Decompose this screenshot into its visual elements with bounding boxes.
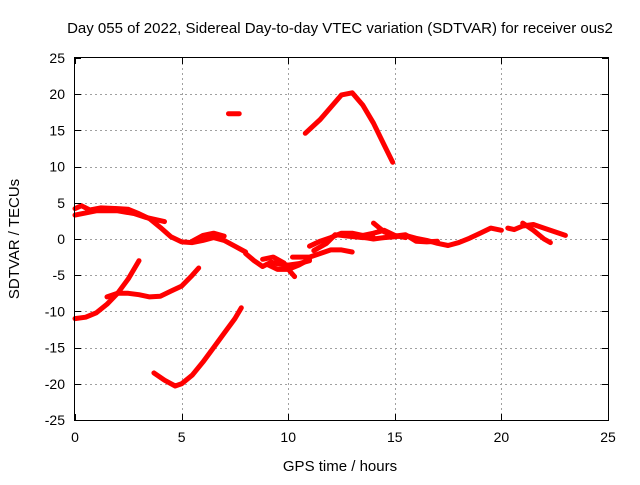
series-line-arc-end-drop [520,220,553,246]
y-tick-label: 15 [49,122,65,138]
y-tick-label: 25 [49,50,65,66]
series-line-arc-mid-band [189,230,227,244]
y-tick-label: -25 [45,412,65,428]
x-tick-label: 10 [280,429,296,445]
y-tick-label: 10 [49,159,65,175]
y-tick-label: -5 [53,267,66,283]
series-line-arc-dip-band [264,256,312,272]
grid-layer [75,58,608,420]
y-tick-label: -10 [45,303,65,319]
x-tick-label: 5 [178,429,186,445]
series-line-arc-deep [151,305,244,389]
ticks-layer: 0 5 10 15 20 25 -25 -20 -15 -10 -5 0 5 10 15 20 25 [45,50,616,445]
series-line-arc-recovery [290,247,355,260]
y-tick-label: 20 [49,86,65,102]
series-line-arc-peak [302,90,396,165]
plot-frame [74,57,609,421]
x-axis-title: GPS time / hours [283,458,397,475]
y-tick-label: 5 [57,195,65,211]
chart-title: Day 055 of 2022, Sidereal Day-to-day VTE… [67,20,613,37]
series-line-arc-bottom-left [72,258,142,322]
series-line-arc-dip-10 [260,254,298,280]
y-axis-title: SDTVAR / TECUs [6,179,23,299]
series-line-arc-early-band [72,208,167,225]
x-tick-label: 0 [71,429,79,445]
x-tick-label: 15 [387,429,403,445]
series-line-arc-lower-ramp [104,265,202,300]
y-tick-label: -20 [45,376,65,392]
series-line-arc-end [505,222,568,238]
series-line-arc-14-15 [371,220,440,245]
x-tick-label: 20 [494,429,510,445]
y-tick-label: 0 [57,231,65,247]
series-layer [72,90,568,389]
y-tick-label: -15 [45,340,65,356]
x-tick-label: 25 [600,429,616,445]
